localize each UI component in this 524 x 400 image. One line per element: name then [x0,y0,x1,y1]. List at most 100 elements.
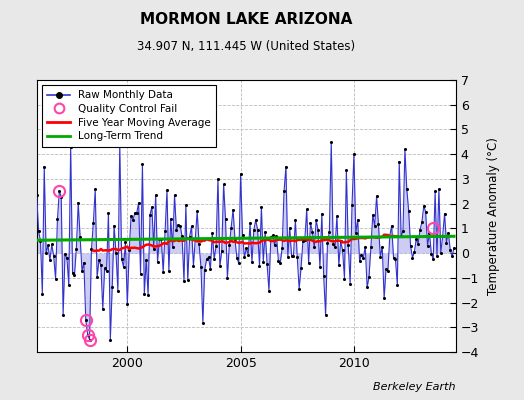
Point [346,280,354,287]
Point [252,217,260,223]
Legend: Raw Monthly Data, Quality Control Fail, Five Year Moving Average, Long-Term Tren: Raw Monthly Data, Quality Control Fail, … [42,85,216,146]
Point [304,260,313,266]
Point [130,210,139,216]
Point [204,254,213,260]
Point [423,243,432,249]
Point [108,284,116,290]
Point [210,256,219,262]
Point [280,188,288,194]
Point [242,245,250,252]
Point [427,250,435,257]
Point [446,246,454,253]
Point [42,250,50,256]
Point [382,266,390,272]
Point [97,262,105,268]
Point [350,151,358,157]
Point [180,278,188,284]
Point [55,188,63,194]
Point [274,258,282,264]
Point [387,222,396,229]
Point [135,200,143,206]
Point [263,260,271,267]
Point [283,254,292,260]
Point [174,222,182,228]
Point [35,228,43,234]
Point [429,256,438,262]
Point [119,264,128,270]
Point [53,216,62,222]
Point [348,202,356,208]
Point [155,236,163,242]
Point [229,206,237,213]
Point [178,233,186,240]
Point [316,264,324,270]
Point [389,255,398,262]
Point [448,253,456,259]
Point [91,186,100,193]
Point [333,213,341,219]
Point [307,220,315,226]
Point [88,246,96,253]
Point [129,217,137,223]
Point [112,250,120,256]
Point [144,292,152,298]
Point [370,223,379,229]
Point [297,265,305,271]
Point [407,242,415,249]
Point [67,144,75,150]
Point [225,242,234,248]
Point [393,282,401,288]
Point [308,228,316,235]
Point [318,211,326,217]
Point [161,228,169,234]
Point [342,167,351,174]
Point [32,191,41,198]
Point [57,194,66,200]
Point [154,258,162,265]
Point [312,217,320,224]
Point [368,212,377,218]
Point [172,227,181,233]
Y-axis label: Temperature Anomaly (°C): Temperature Anomaly (°C) [487,137,500,295]
Point [95,257,103,264]
Point [420,203,428,209]
Point [282,163,290,170]
Point [148,204,156,210]
Point [72,246,81,252]
Point [291,217,300,223]
Point [63,255,71,261]
Point [133,210,141,216]
Point [83,332,92,338]
Point [431,188,439,194]
Point [410,249,419,255]
Point [199,319,207,326]
Point [36,237,45,244]
Point [78,268,86,274]
Point [238,232,247,238]
Point [246,220,254,227]
Point [61,251,69,258]
Point [231,236,239,242]
Point [361,244,369,250]
Point [125,247,134,254]
Point [329,241,337,247]
Point [397,233,405,240]
Point [191,236,200,242]
Point [433,252,441,259]
Point [146,212,154,218]
Point [414,240,422,247]
Point [99,306,107,312]
Point [254,227,262,233]
Point [405,208,413,214]
Point [435,186,443,192]
Point [412,236,420,242]
Point [373,193,381,199]
Point [201,266,209,273]
Point [248,259,256,265]
Point [106,336,115,343]
Point [259,258,267,265]
Point [151,192,160,198]
Point [189,263,198,269]
Point [212,243,220,249]
Point [149,245,158,252]
